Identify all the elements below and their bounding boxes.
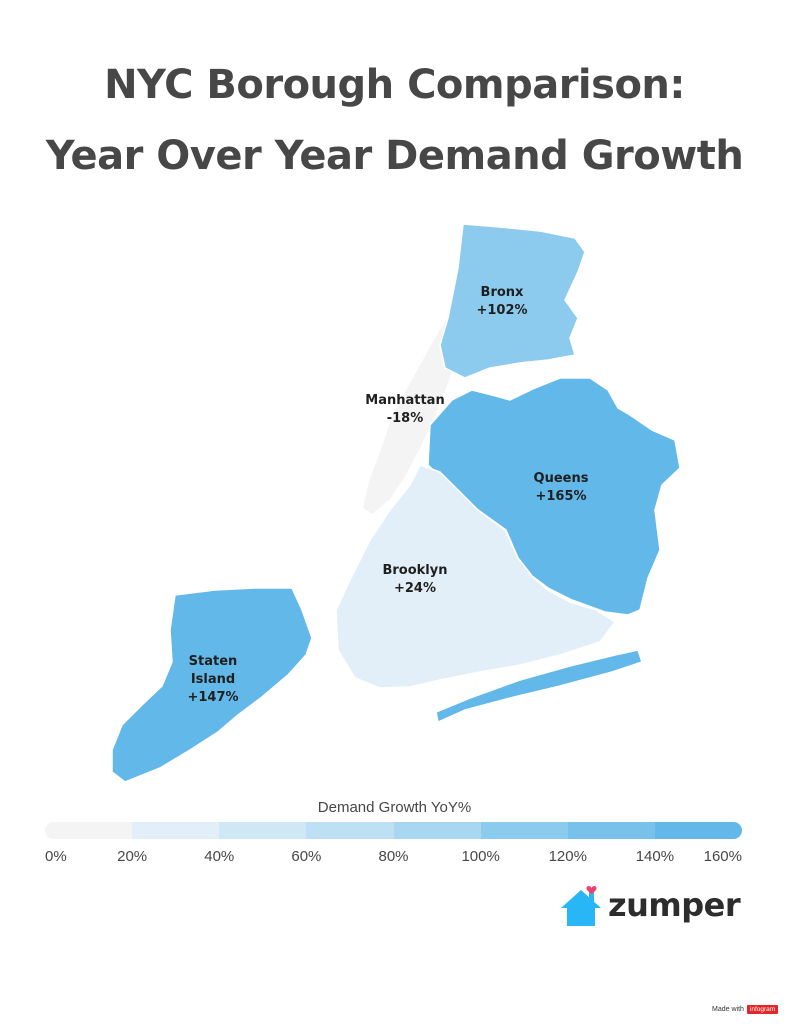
staten-island-value-label: +147% [187,690,238,705]
legend-tick-label: 80% [378,848,409,865]
brooklyn-name-label: Brooklyn [382,563,447,578]
legend-title: Demand Growth YoY% [317,799,472,816]
house-heart-icon [561,885,601,926]
legend-tick-label: 160% [703,848,742,865]
legend-segment [393,822,481,839]
legend-segment [219,822,307,839]
legend-tick-label: 60% [291,848,322,865]
nyc-borough-map: Bronx +102% Manhattan -18% Queens +165% … [111,223,681,783]
legend-tick-label: 20% [117,848,148,865]
legend-segment [306,822,394,839]
brooklyn-value-label: +24% [394,581,436,596]
legend-tick-label: 0% [45,848,67,865]
borough-brooklyn-shape[interactable] [335,464,616,689]
bronx-name-label: Bronx [481,285,525,300]
infogram-badge: infogram [746,1005,779,1014]
rockaway-peninsula-shape [435,649,643,723]
legend-segment [480,822,568,839]
legend-tick-label: 120% [548,848,587,865]
manhattan-name-label: Manhattan [365,393,444,408]
staten-island-name-label-2: Island [191,672,235,687]
legend-tick-label: 140% [635,848,675,865]
legend-segment [654,822,742,839]
legend-segment [45,822,133,839]
queens-name-label: Queens [534,471,589,486]
queens-value-label: +165% [535,489,586,504]
legend-tick-label: 100% [461,848,500,865]
manhattan-value-label: -18% [387,411,424,426]
legend-segment [132,822,220,839]
staten-island-name-label-1: Staten [189,654,238,669]
title-line-1: NYC Borough Comparison: [104,62,685,108]
bronx-value-label: +102% [476,303,527,318]
brand-name: zumper [608,886,741,924]
borough-bronx-shape[interactable] [439,223,586,379]
credit-text: Made with [712,1006,744,1013]
made-with-infogram-credit[interactable]: Made with infogram [712,1005,779,1014]
borough-staten-island-shape[interactable] [111,587,313,783]
zumper-logo[interactable]: zumper [560,882,741,928]
legend-tick-label: 40% [204,848,235,865]
legend-segment [567,822,655,839]
title-line-2: Year Over Year Demand Growth [45,133,744,179]
legend-color-scale [45,822,742,839]
